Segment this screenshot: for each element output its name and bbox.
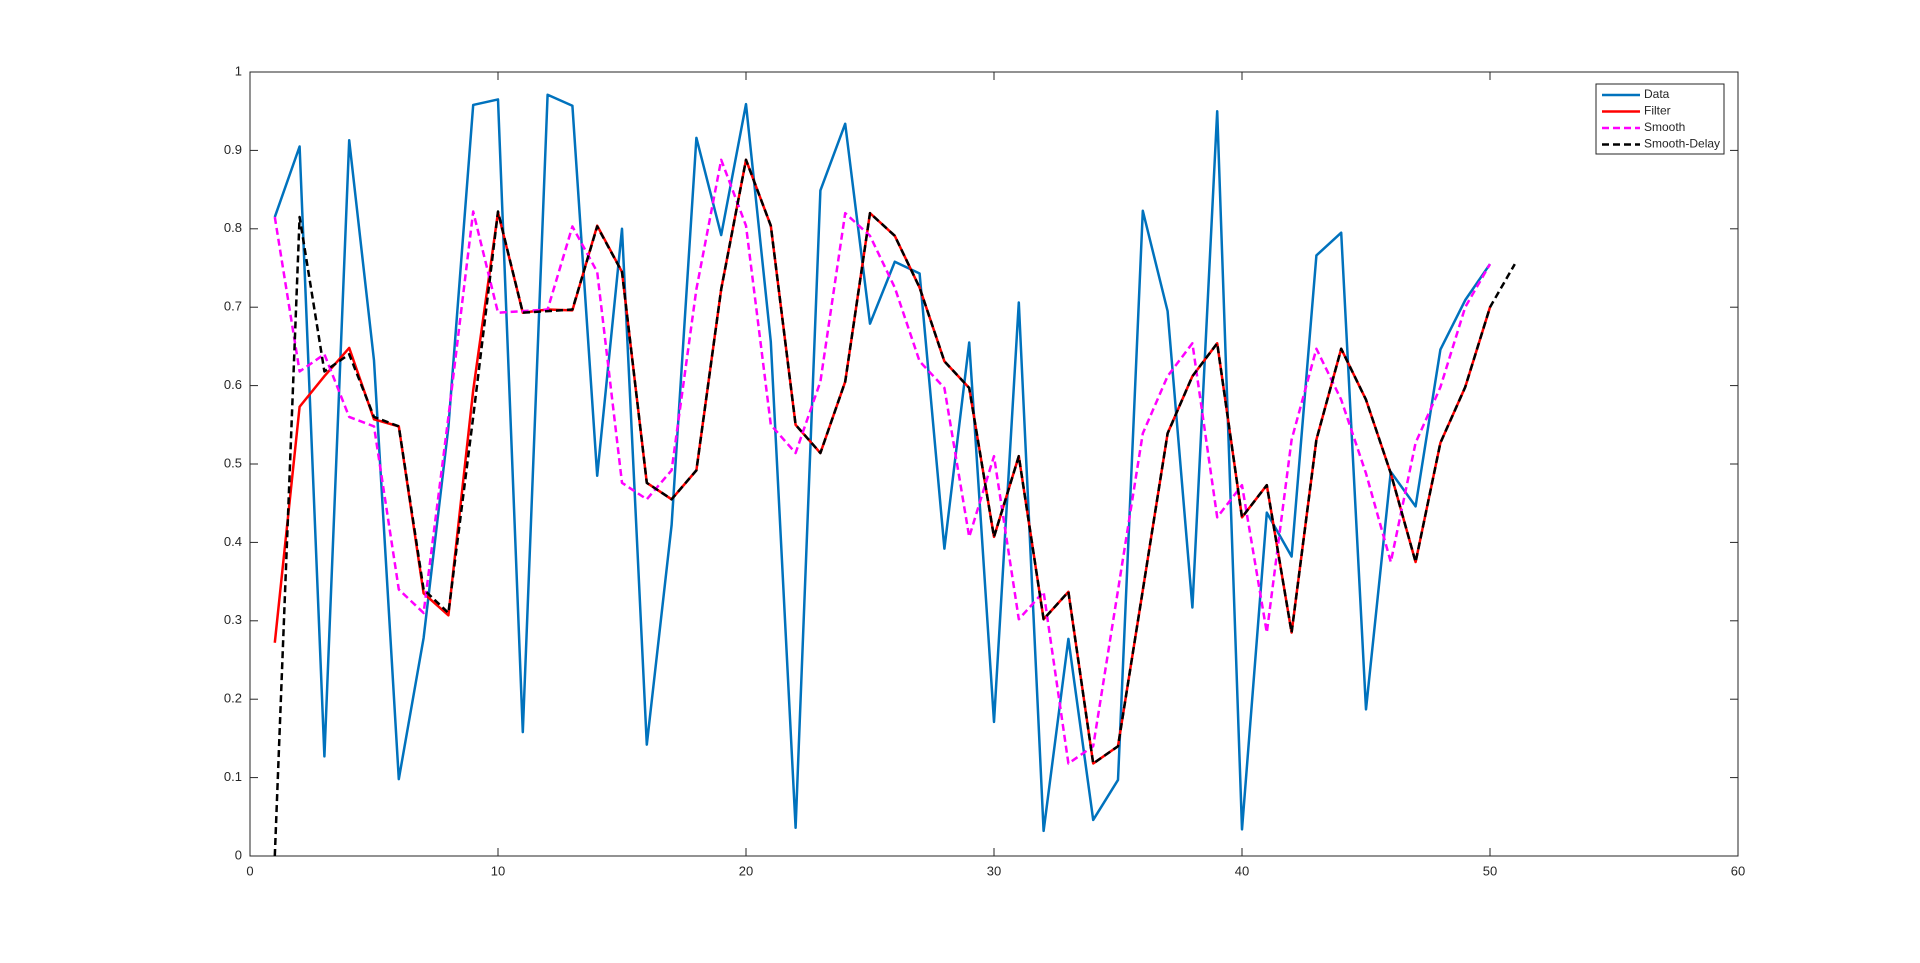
x-tick-label: 0 (246, 863, 253, 878)
legend-label: Data (1644, 87, 1670, 101)
x-tick-label: 60 (1731, 863, 1745, 878)
legend-label: Filter (1644, 104, 1671, 118)
y-tick-label: 0.9 (224, 142, 242, 157)
x-tick-label: 10 (491, 863, 505, 878)
y-tick-label: 0 (235, 847, 242, 862)
series-line (273, 93, 1492, 833)
legend: Data Filter Smooth Smooth-Delay (1595, 83, 1725, 155)
y-tick-label: 0.2 (224, 691, 242, 706)
y-tick-label: 0.8 (224, 220, 242, 235)
x-tick-label: 30 (987, 863, 1001, 878)
y-tick-label: 1 (235, 63, 242, 78)
y-tick-label: 0.1 (224, 769, 242, 784)
x-tick-label: 40 (1235, 863, 1249, 878)
x-tick-label: 20 (739, 863, 753, 878)
y-tick-label: 0.5 (224, 455, 242, 470)
y-tick-label: 0.6 (224, 377, 242, 392)
series-line (273, 158, 1492, 765)
legend-label: Smooth (1644, 120, 1685, 134)
y-tick-label: 0.7 (224, 299, 242, 314)
series-line (273, 158, 1516, 857)
x-tick-label: 50 (1483, 863, 1497, 878)
legend-label: Smooth-Delay (1644, 137, 1720, 151)
y-tick-label: 0.3 (224, 612, 242, 627)
y-tick-label: 0.4 (224, 534, 242, 549)
